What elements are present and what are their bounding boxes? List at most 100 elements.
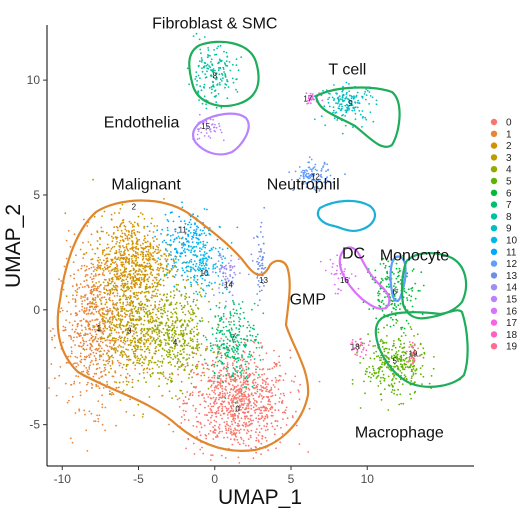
- cell-point: [298, 180, 301, 183]
- cell-point: [213, 90, 216, 92]
- cell-point: [260, 248, 262, 250]
- cell-point: [206, 208, 208, 211]
- cell-point: [122, 301, 125, 304]
- cell-point: [135, 258, 138, 260]
- cell-point: [399, 308, 401, 311]
- cell-point: [390, 316, 392, 319]
- cell-point: [233, 414, 236, 417]
- cell-point: [298, 177, 301, 180]
- cell-point: [341, 99, 344, 101]
- cell-point: [386, 275, 389, 278]
- cell-point: [417, 289, 420, 292]
- cell-point: [161, 362, 164, 364]
- cell-point: [244, 346, 247, 348]
- cell-point: [74, 289, 77, 292]
- cell-point: [113, 273, 116, 276]
- cell-point: [245, 396, 248, 399]
- cell-point: [117, 338, 119, 341]
- cell-point: [145, 381, 147, 384]
- cell-point: [399, 363, 402, 366]
- cell-point: [235, 379, 238, 381]
- cell-point: [212, 402, 215, 404]
- cell-point: [208, 65, 211, 67]
- cell-point: [162, 284, 165, 287]
- cell-point: [199, 448, 202, 451]
- cell-point: [186, 275, 189, 278]
- cell-point: [226, 436, 229, 439]
- cell-point: [149, 359, 152, 362]
- cell-point: [129, 303, 132, 305]
- cell-point: [200, 89, 203, 92]
- cell-point: [177, 284, 180, 286]
- cell-point: [124, 315, 127, 318]
- cell-point: [123, 232, 126, 235]
- cell-point: [186, 269, 188, 272]
- cell-point: [363, 93, 366, 95]
- cell-point: [206, 125, 209, 128]
- cell-point: [128, 343, 130, 346]
- cell-point: [217, 69, 220, 72]
- cell-point: [344, 268, 346, 270]
- cell-point: [136, 252, 139, 254]
- cell-point: [335, 111, 338, 114]
- cell-point: [278, 355, 280, 358]
- cell-point: [65, 295, 68, 297]
- cell-point: [244, 394, 246, 397]
- cell-point: [147, 265, 150, 268]
- cell-point: [382, 376, 384, 379]
- cell-point: [127, 381, 130, 383]
- cell-point: [219, 226, 221, 229]
- cell-point: [257, 304, 259, 307]
- cell-point: [393, 392, 395, 395]
- cell-point: [218, 394, 221, 396]
- cell-point: [217, 93, 220, 95]
- cell-point: [165, 260, 168, 263]
- cell-point: [152, 255, 154, 258]
- cell-point: [351, 104, 354, 107]
- cell-point: [137, 215, 140, 218]
- cell-point: [255, 400, 258, 403]
- cell-point: [320, 173, 322, 176]
- cell-point: [148, 349, 151, 352]
- cell-point: [403, 363, 406, 366]
- cell-point: [386, 356, 389, 359]
- cell-point: [168, 373, 171, 376]
- cell-point: [255, 451, 257, 454]
- cell-point: [261, 368, 264, 371]
- cell-point: [115, 337, 117, 340]
- cell-point: [215, 337, 217, 340]
- cell-point: [358, 110, 361, 112]
- cell-point: [221, 387, 224, 390]
- cell-point: [384, 266, 387, 269]
- cell-point: [212, 396, 215, 399]
- cell-point: [193, 229, 196, 232]
- cell-point: [205, 260, 208, 262]
- cell-point: [134, 368, 137, 370]
- cell-point: [74, 298, 77, 301]
- cell-point: [395, 318, 398, 321]
- cell-point: [192, 330, 195, 333]
- cell-point: [312, 167, 314, 170]
- cell-point: [220, 60, 222, 63]
- cell-point: [302, 180, 305, 183]
- cell-point: [64, 328, 67, 331]
- cell-point: [122, 381, 125, 383]
- cell-point: [393, 302, 396, 305]
- cell-point: [150, 271, 153, 274]
- cell-point: [204, 434, 207, 436]
- cell-point: [94, 357, 97, 360]
- cell-point: [62, 325, 65, 328]
- cell-point: [362, 357, 365, 360]
- cell-point: [232, 399, 235, 401]
- cell-point: [103, 363, 105, 366]
- cell-point: [108, 371, 110, 374]
- cell-point: [369, 340, 371, 343]
- cell-point: [114, 286, 117, 289]
- cell-point: [157, 289, 159, 291]
- cell-point: [136, 230, 139, 233]
- cell-point: [243, 428, 246, 431]
- cell-point: [131, 226, 134, 228]
- cell-point: [160, 312, 162, 315]
- cell-point: [107, 319, 109, 322]
- cell-point: [144, 303, 146, 306]
